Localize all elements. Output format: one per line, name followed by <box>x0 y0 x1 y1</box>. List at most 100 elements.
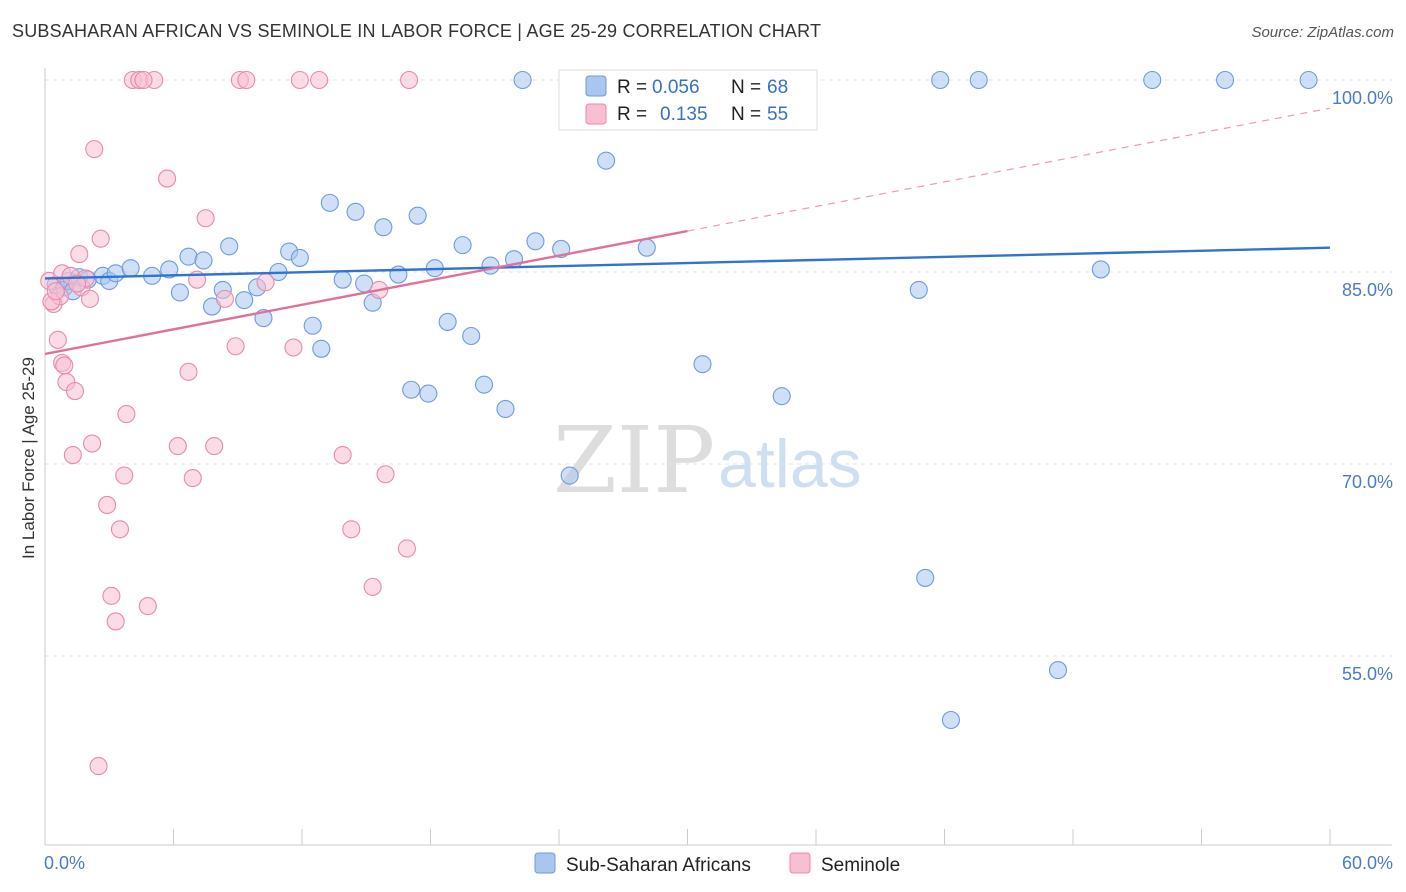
point-seminole-17 <box>98 495 117 515</box>
point-seminole-44 <box>376 465 395 484</box>
point-seminole-32 <box>215 289 234 308</box>
point-subsaharan-66 <box>1216 70 1235 90</box>
point-subsaharan-39 <box>462 326 481 346</box>
watermark-atlas: atlas <box>718 426 862 502</box>
point-seminole-10 <box>65 381 85 401</box>
point-seminole-36 <box>256 273 275 292</box>
point-subsaharan-12 <box>170 283 189 302</box>
point-subsaharan-37 <box>438 312 457 331</box>
bottom-legend-swatch-seminole <box>789 852 811 874</box>
point-subsaharan-52 <box>637 238 656 257</box>
y-tick-label-100: 100.0% <box>1332 88 1393 108</box>
point-seminole-9 <box>63 445 82 465</box>
point-seminole-16 <box>91 229 110 248</box>
legend-r-label-seminole: R = <box>617 104 647 125</box>
point-seminole-50 <box>68 274 87 293</box>
y-tick-label-85: 85.0% <box>1342 280 1393 300</box>
point-seminole-38 <box>290 70 309 90</box>
point-subsaharan-47 <box>560 466 579 485</box>
point-seminole-15 <box>85 140 104 159</box>
point-subsaharan-18 <box>235 291 254 310</box>
point-subsaharan-23 <box>290 248 309 267</box>
point-subsaharan-45 <box>526 232 545 251</box>
bottom-legend-swatch-subsaharan <box>534 852 556 874</box>
top-legend: R = 0.056 N = 68 R = 0.135 N = 55 <box>558 69 818 131</box>
point-subsaharan-35 <box>419 384 438 403</box>
point-seminole-28 <box>179 362 198 381</box>
trend-extension-seminole <box>687 107 1331 232</box>
point-seminole-18 <box>102 586 121 605</box>
legend-r-value-subsaharan: 0.056 <box>652 77 700 98</box>
point-seminole-51 <box>83 434 102 453</box>
point-seminole-26 <box>158 169 177 188</box>
point-subsaharan-11 <box>160 260 179 279</box>
x-tick-label-60: 60.0% <box>1342 853 1393 873</box>
point-seminole-45 <box>397 539 416 558</box>
bottom-legend-label-subsaharan: Sub-Saharan Africans <box>566 855 751 876</box>
point-subsaharan-40 <box>474 375 494 394</box>
point-seminole-14 <box>80 289 100 308</box>
point-seminole-40 <box>333 445 352 465</box>
point-subsaharan-50 <box>597 151 616 170</box>
point-subsaharan-8 <box>106 264 125 283</box>
point-subsaharan-41 <box>481 256 500 275</box>
point-seminole-37 <box>284 338 303 357</box>
point-subsaharan-53 <box>693 355 712 374</box>
point-seminole-35 <box>237 70 256 90</box>
point-seminole-19 <box>106 612 125 631</box>
point-seminole-54 <box>134 70 153 90</box>
watermark: ZIP atlas <box>553 407 862 514</box>
point-subsaharan-17 <box>220 237 239 256</box>
point-seminole-42 <box>363 577 382 596</box>
point-seminole-49 <box>46 282 65 301</box>
x-tick-label-0: 0.0% <box>44 853 85 873</box>
point-subsaharan-27 <box>333 270 352 289</box>
bottom-legend: Sub-Saharan Africans Seminole <box>534 852 900 876</box>
point-subsaharan-33 <box>402 380 421 399</box>
y-tick-label-70: 70.0% <box>1342 472 1393 492</box>
point-seminole-11 <box>70 245 89 264</box>
trend-line-subsaharan <box>44 246 1331 280</box>
y-axis-tick-labels: 100.0% 85.0% 70.0% 55.0% <box>1332 88 1393 684</box>
point-subsaharan-38 <box>453 236 472 255</box>
point-subsaharan-24 <box>303 316 322 335</box>
point-subsaharan-28 <box>346 202 365 221</box>
point-seminole-24 <box>138 597 157 616</box>
point-subsaharan-34 <box>408 206 427 225</box>
legend-n-value-subsaharan: 68 <box>767 77 788 98</box>
data-points <box>40 70 1318 776</box>
x-axis-ticks <box>44 829 1331 845</box>
legend-r-value-seminole: 0.135 <box>660 104 708 125</box>
point-seminole-6 <box>55 356 74 375</box>
point-seminole-2 <box>48 330 67 349</box>
point-subsaharan-63 <box>1048 661 1068 680</box>
point-subsaharan-62 <box>969 70 988 90</box>
point-subsaharan-67 <box>1299 70 1318 90</box>
bottom-legend-label-seminole: Seminole <box>821 855 900 876</box>
point-seminole-20 <box>110 520 130 539</box>
point-subsaharan-59 <box>916 568 935 587</box>
legend-n-label-subsaharan: N = <box>731 77 761 98</box>
point-seminole-46 <box>400 70 419 90</box>
point-subsaharan-60 <box>931 70 950 90</box>
point-subsaharan-25 <box>312 339 331 358</box>
watermark-zip: ZIP <box>553 407 715 514</box>
axes <box>44 68 1392 846</box>
point-subsaharan-42 <box>496 399 515 419</box>
point-seminole-33 <box>226 337 245 356</box>
source-label: Source: ZipAtlas.com <box>1251 24 1394 41</box>
point-subsaharan-65 <box>1143 70 1162 90</box>
point-subsaharan-29 <box>355 274 374 293</box>
point-subsaharan-44 <box>513 70 532 90</box>
legend-swatch-subsaharan <box>585 75 607 97</box>
point-subsaharan-58 <box>909 280 928 299</box>
point-seminole-30 <box>196 209 215 228</box>
point-subsaharan-14 <box>194 251 213 270</box>
point-subsaharan-31 <box>374 218 393 237</box>
legend-r-label-subsaharan: R = <box>617 77 647 98</box>
point-subsaharan-57 <box>772 387 791 406</box>
point-seminole-27 <box>168 437 187 456</box>
point-subsaharan-64 <box>1091 260 1110 279</box>
point-subsaharan-61 <box>941 710 960 730</box>
